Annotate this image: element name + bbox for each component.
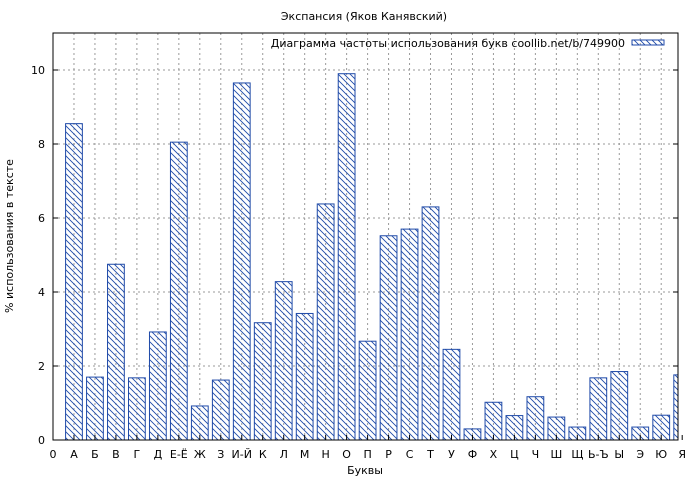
y-tick-label: 8 <box>38 138 45 151</box>
x-tick-label: Н <box>322 448 330 461</box>
x-tick-label: Я <box>678 448 686 461</box>
x-tick-label: Щ <box>571 448 583 461</box>
x-tick-label: Х <box>490 448 498 461</box>
x-tick-label: Ф <box>468 448 477 461</box>
x-tick-label: К <box>259 448 267 461</box>
bar <box>107 263 125 441</box>
y-tick-label: 4 <box>38 286 45 299</box>
x-tick-label: В <box>112 448 120 461</box>
bar <box>169 141 188 441</box>
x-axis-label: Буквы <box>347 464 383 477</box>
plot-frame <box>52 32 679 441</box>
bar <box>253 322 272 441</box>
x-tick-label: Ж <box>194 448 206 461</box>
x-tick-label: О <box>342 448 351 461</box>
bar <box>232 82 251 441</box>
bar <box>65 123 83 441</box>
x-tick-label: Р <box>385 448 392 461</box>
bar <box>316 203 335 441</box>
legend-label: Диаграмма частоты использования букв coo… <box>271 37 625 50</box>
x-tick-label: 0 <box>50 448 57 461</box>
y-tick-label: 6 <box>38 212 45 225</box>
x-tick-label: П <box>363 448 371 461</box>
legend-swatch <box>631 39 665 46</box>
bar <box>337 73 356 441</box>
x-tick-label: С <box>406 448 414 461</box>
x-tick-label: М <box>300 448 310 461</box>
bar <box>274 281 293 441</box>
x-tick-label: У <box>448 448 455 461</box>
y-tick-label: 0 <box>38 434 45 447</box>
bar <box>379 235 398 441</box>
x-axis: 0 А Б В Г Д Е-Ё Ж З И-Й К Л М Н О П Р С Т У Ф Х Ц Ч Ш Щ Ь-Ъ Ы Э Ю Я <box>50 435 686 461</box>
bar <box>589 377 608 441</box>
bar <box>610 371 629 441</box>
y-tick-label: 2 <box>38 360 45 373</box>
bar <box>86 376 104 441</box>
bar <box>673 374 679 441</box>
y-tick-label: 10 <box>31 64 45 77</box>
x-tick-label: Ы <box>614 448 624 461</box>
x-tick-label: З <box>217 448 224 461</box>
x-tick-label: Ц <box>510 448 519 461</box>
bar <box>421 206 440 441</box>
bar <box>211 379 230 441</box>
bar <box>484 401 503 441</box>
x-tick-label: Э <box>636 448 644 461</box>
y-axis: 0 2 4 6 8 10 <box>31 64 678 447</box>
x-tick-label: Т <box>426 448 434 461</box>
x-tick-label: Б <box>91 448 99 461</box>
x-tick-label: Ч <box>532 448 540 461</box>
x-tick-label: И-Й <box>232 448 252 461</box>
legend: Диаграмма частоты использования букв coo… <box>271 37 665 50</box>
grid-layer <box>53 33 678 440</box>
y-axis-label: % использования в тексте <box>3 159 16 313</box>
x-tick-label: Е-Ё <box>170 448 188 461</box>
x-tick-label: Ш <box>550 448 562 461</box>
bar <box>128 377 146 441</box>
bar <box>526 396 545 441</box>
x-tick-label: Ю <box>655 448 667 461</box>
bar <box>295 312 314 441</box>
bar <box>190 405 209 441</box>
chart-title: Экспансия (Яков Канявский) <box>281 10 447 23</box>
x-tick-label: Г <box>134 448 141 461</box>
x-tick-label: А <box>70 448 78 461</box>
bar <box>400 228 419 441</box>
x-tick-label: Л <box>280 448 288 461</box>
x-tick-label: Ь-Ъ <box>588 448 609 461</box>
x-tick-label: Д <box>154 448 163 461</box>
bars-layer <box>65 73 679 441</box>
bar <box>442 348 461 441</box>
bar <box>358 340 377 441</box>
bar <box>148 331 167 441</box>
